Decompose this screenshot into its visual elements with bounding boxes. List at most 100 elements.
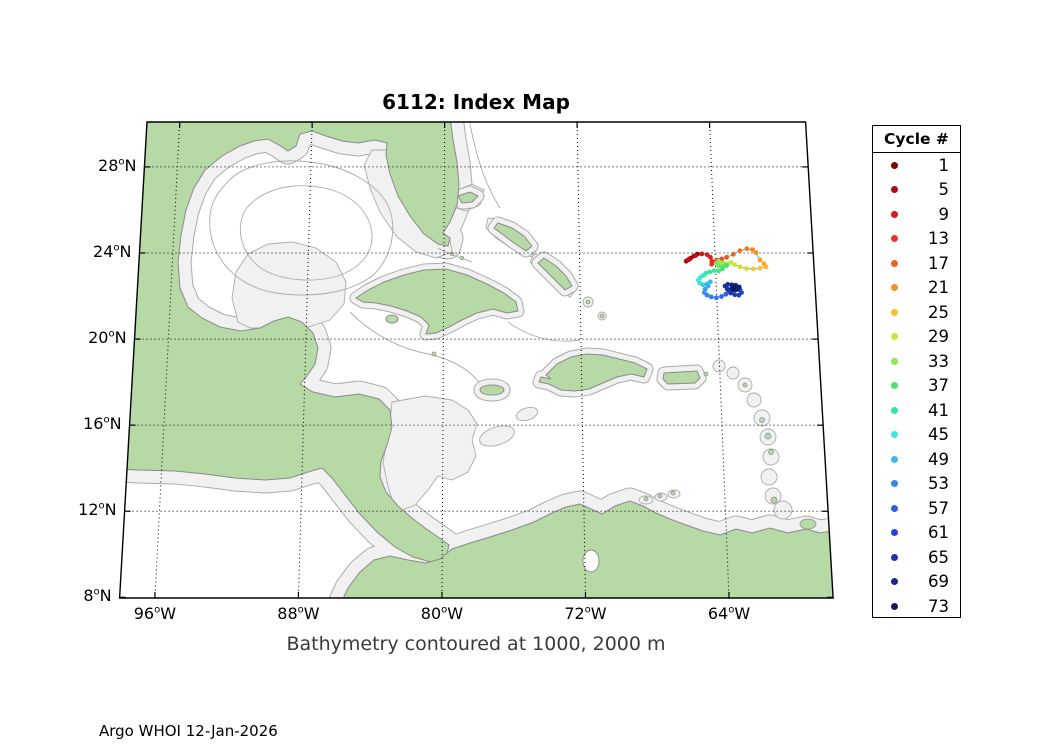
islet-abc-3 — [670, 490, 676, 496]
trajectory-point-cycle-53 — [704, 292, 710, 298]
trajectory-point-cycle-18 — [737, 248, 743, 254]
trajectory-point-cycle-26 — [750, 266, 756, 272]
cuba-south-contour — [507, 321, 581, 342]
legend-marker-icon — [891, 431, 898, 439]
land-isle-of-youth — [385, 314, 399, 324]
map-clipped-layers — [119, 122, 834, 598]
legend-entry: 45 — [873, 423, 960, 448]
trajectory-point-cycle-40 — [711, 268, 717, 273]
legend-entry: 13 — [873, 227, 960, 252]
legend-entry: 37 — [873, 374, 960, 399]
trajectory-point-cycle-28 — [737, 264, 743, 270]
trajectory-point-cycle-19 — [744, 246, 750, 252]
trajectory-point-cycle-39 — [716, 268, 721, 274]
legend-marker-icon — [891, 406, 898, 414]
legend-cycle-label: 57 — [928, 498, 949, 518]
trajectory-point-cycle-47 — [700, 282, 706, 288]
legend-cycle-label: 41 — [928, 400, 949, 420]
trajectory-point-cycle-55 — [714, 295, 719, 301]
map-border — [118, 121, 834, 599]
trajectory-point-cycle-75 — [731, 284, 737, 289]
shelf-antilles-2 — [726, 366, 740, 380]
trajectory-point-cycle-68 — [725, 282, 731, 287]
trajectory-point-cycle-8 — [699, 251, 705, 257]
legend-entry: 65 — [873, 545, 960, 570]
shelf-antilles-10 — [773, 500, 793, 520]
legend-entry: 69 — [873, 570, 960, 595]
footer-credit: Argo WHOI 12-Jan-2026 — [99, 722, 278, 740]
legend-marker-icon — [891, 333, 898, 341]
islet-abc-2 — [657, 493, 663, 499]
trajectory-point-cycle-29 — [732, 262, 738, 267]
shelf-rosalind-bank — [479, 425, 515, 447]
trajectory-point-cycle-16 — [724, 254, 729, 260]
shelf-antilles-8 — [760, 468, 778, 486]
shelf-antilles-7 — [762, 448, 780, 466]
legend-marker-icon — [891, 161, 898, 169]
legend-entry: 21 — [873, 276, 960, 301]
legend-box: Cycle # 1 5 9 13 17 21 25 29 33 37 41 45 49 53 57 61 65 6… — [872, 125, 961, 618]
meridian-72W — [576, 122, 586, 598]
trajectory-point-cycle-38 — [720, 266, 725, 272]
small-islands — [431, 251, 817, 530]
legend-marker-icon — [891, 480, 898, 488]
bahamas-east-contour — [469, 123, 501, 209]
legend-marker-icon — [891, 578, 898, 586]
legend-marker-icon — [891, 602, 898, 610]
gulf-contour-2000m — [239, 185, 373, 281]
legend-marker-icon — [891, 504, 898, 512]
legend-cycle-label: 33 — [928, 351, 949, 371]
legend-marker-icon — [891, 210, 898, 218]
legend-cycle-label: 21 — [928, 278, 949, 298]
axis-ticks — [119, 122, 834, 598]
bathymetry-caption: Bathymetry contoured at 1000, 2000 m — [286, 633, 666, 655]
legend-cycle-label: 65 — [928, 547, 949, 567]
legend-cycle-label: 1 — [938, 155, 950, 175]
legend-entry: 33 — [873, 349, 960, 374]
figure-title: 6112: Index Map — [382, 90, 570, 114]
legend-cycle-label: 5 — [938, 180, 950, 200]
map-frame — [118, 121, 834, 599]
legend-marker-icon — [891, 455, 898, 463]
trajectory-point-cycle-57 — [723, 291, 729, 297]
legend-marker-icon — [891, 529, 898, 537]
land-puerto-rico — [662, 370, 701, 385]
trajectory-point-cycle-10 — [708, 254, 713, 260]
legend-entry: 73 — [873, 594, 960, 619]
legend-cycle-label: 53 — [928, 474, 949, 494]
legend-cycle-label: 61 — [928, 523, 949, 543]
legend-title: Cycle # — [873, 126, 960, 153]
shelf-campeche-bank — [231, 241, 347, 329]
legend-marker-icon — [891, 186, 898, 194]
trajectory-point-cycle-56 — [719, 294, 724, 299]
trajectory-point-cycle-50 — [705, 283, 711, 289]
trajectory-point-cycle-7 — [693, 253, 698, 258]
trajectory-point-cycle-21 — [753, 250, 759, 256]
legend-rows: 1 5 9 13 17 21 25 29 33 37 41 45 49 53 57 61 65 69 73 — [873, 153, 960, 617]
legend-cycle-label: 73 — [928, 596, 949, 616]
meridian-80W — [441, 122, 446, 598]
trajectory-point-cycle-25 — [757, 265, 763, 271]
legend-cycle-label: 13 — [928, 229, 949, 249]
trajectory-point-cycle-30 — [728, 260, 733, 265]
legend-entry: 17 — [873, 251, 960, 276]
trajectory-point-cycle-54 — [708, 294, 714, 300]
trajectory-point-cycle-27 — [744, 266, 749, 271]
islet-abc-1 — [643, 496, 649, 502]
islet-keys-2 — [459, 255, 465, 261]
legend-entry: 1 — [873, 153, 960, 178]
legend-entry: 29 — [873, 325, 960, 350]
legend-marker-icon — [891, 553, 898, 561]
trajectory-point-cycle-41 — [707, 269, 713, 275]
islet-antilles-3 — [764, 432, 772, 440]
shelf-pedro-bank — [515, 406, 539, 422]
trajectory-point-cycle-9 — [704, 252, 710, 258]
legend-cycle-label: 37 — [928, 376, 949, 396]
islet-antilles-5 — [770, 496, 778, 504]
land-masses — [119, 122, 834, 598]
legend-marker-icon — [891, 284, 898, 292]
meridian-64W — [709, 122, 730, 598]
legend-entry: 25 — [873, 300, 960, 325]
